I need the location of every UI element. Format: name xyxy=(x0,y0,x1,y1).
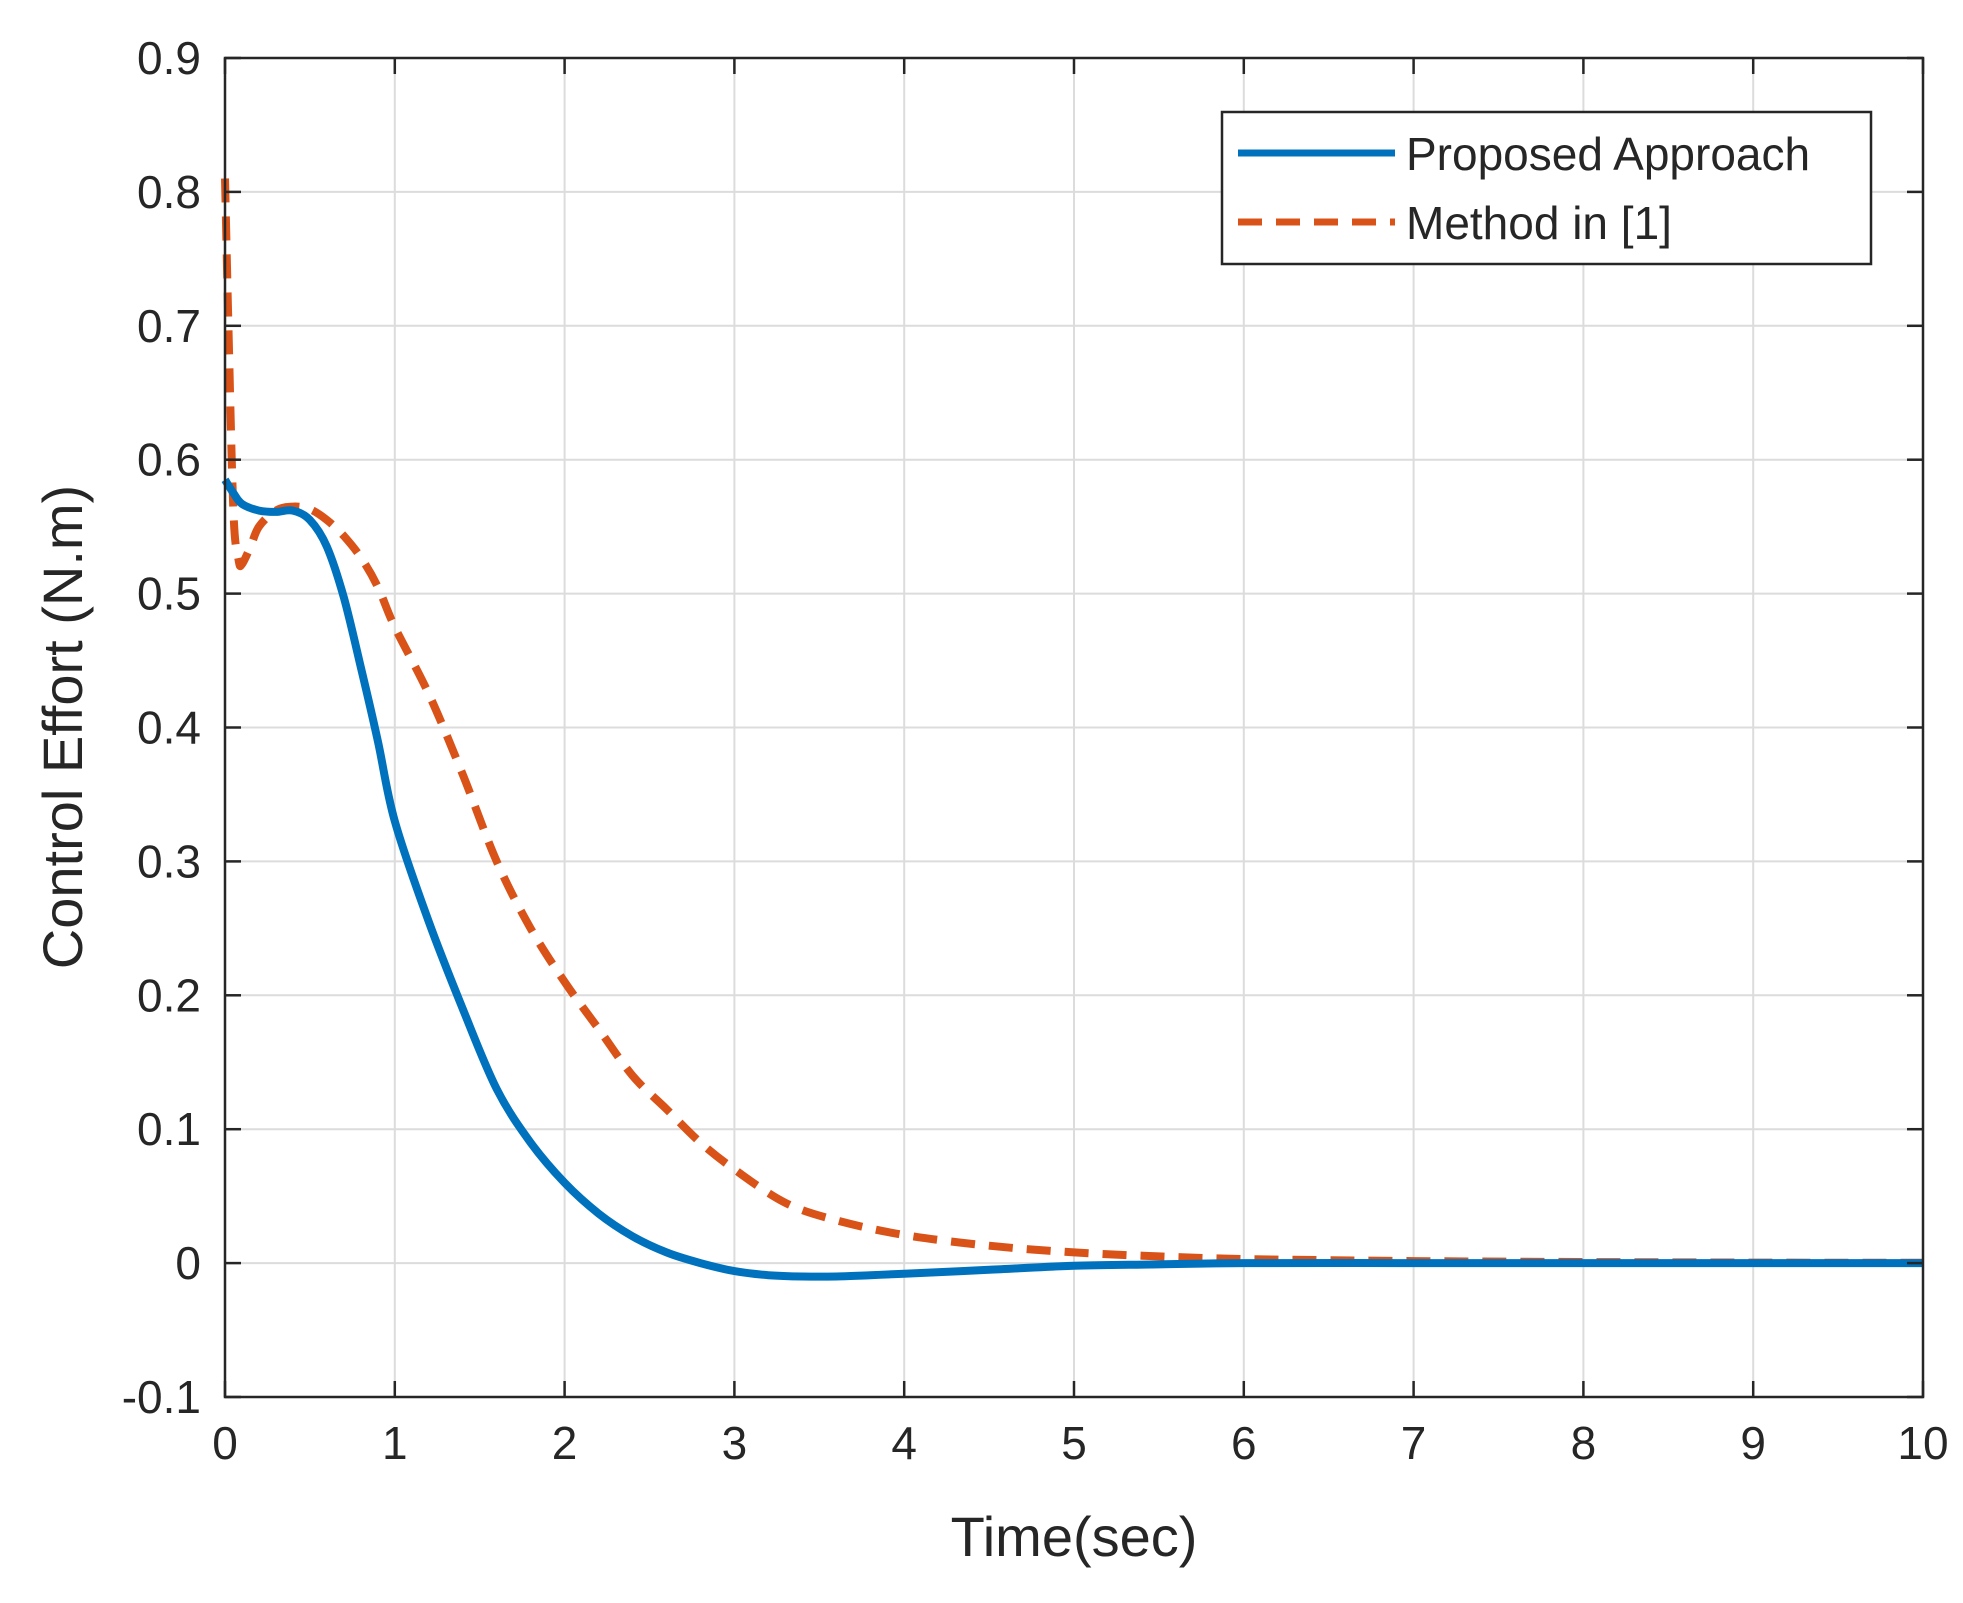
x-axis-label: Time(sec) xyxy=(951,1505,1198,1568)
legend-label-proposed-approach: Proposed Approach xyxy=(1406,128,1810,180)
x-tick-labels: 0 1 2 3 4 5 6 7 8 9 10 xyxy=(212,1417,1948,1469)
tick-marks xyxy=(223,56,1925,1399)
x-tick-label: 10 xyxy=(1897,1417,1948,1469)
x-tick-label: 9 xyxy=(1740,1417,1766,1469)
x-tick-label: 8 xyxy=(1571,1417,1597,1469)
y-tick-label: 0.2 xyxy=(137,969,201,1021)
x-tick-label: 7 xyxy=(1401,1417,1427,1469)
x-tick-label: 6 xyxy=(1231,1417,1257,1469)
x-tick-label: 5 xyxy=(1061,1417,1087,1469)
y-tick-labels: -0.1 0 0.1 0.2 0.3 0.4 0.5 0.6 0.7 0.8 0.9 xyxy=(122,32,201,1423)
y-tick-label: 0.4 xyxy=(137,702,201,754)
y-tick-label: 0.1 xyxy=(137,1103,201,1155)
series-layer xyxy=(221,178,1924,1281)
legend-box xyxy=(1220,110,1873,266)
series-line-proposed-approach xyxy=(221,477,1923,1281)
y-axis-label: Control Effort (N.m) xyxy=(31,485,94,969)
x-tick-label: 1 xyxy=(382,1417,408,1469)
y-tick-label: -0.1 xyxy=(122,1371,201,1423)
y-tick-label: 0.8 xyxy=(137,166,201,218)
legend: Proposed Approach Method in [1] xyxy=(1220,110,1873,266)
y-tick-label: 0.3 xyxy=(137,835,201,887)
y-tick-label: 0.9 xyxy=(137,32,201,84)
y-tick-label: 0.5 xyxy=(137,568,201,620)
x-tick-label: 2 xyxy=(552,1417,578,1469)
x-tick-label: 4 xyxy=(891,1417,917,1469)
x-tick-label: 0 xyxy=(212,1417,238,1469)
legend-label-method-in-1: Method in [1] xyxy=(1406,197,1672,249)
y-tick-label: 0.7 xyxy=(137,300,201,352)
x-tick-label: 3 xyxy=(722,1417,748,1469)
y-tick-label: 0 xyxy=(175,1237,201,1289)
y-tick-label: 0.6 xyxy=(137,434,201,486)
grid-lines xyxy=(225,58,1923,1397)
